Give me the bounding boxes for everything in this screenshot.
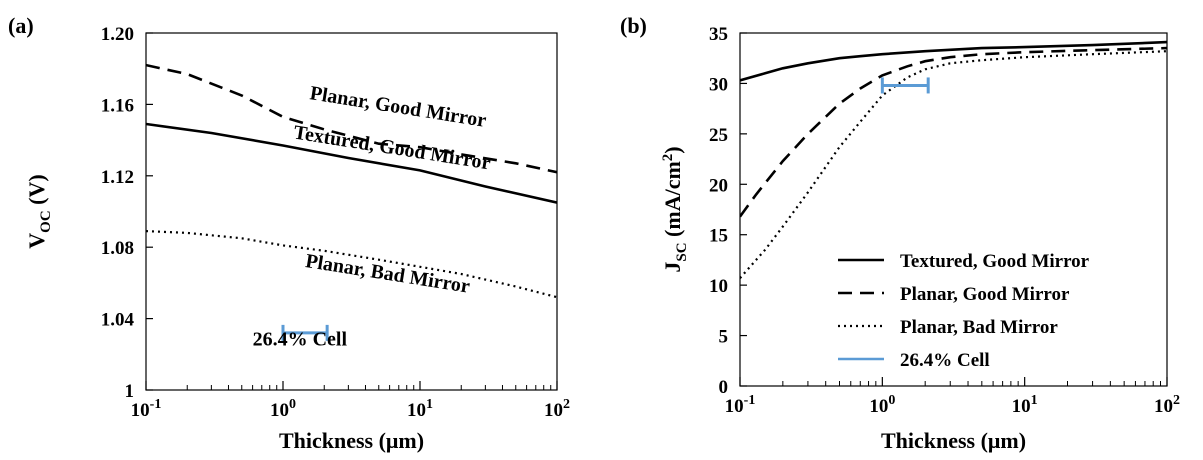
- x-tick-label: 10-1: [131, 397, 162, 421]
- curve-annotation: 26.4% Cell: [253, 328, 348, 350]
- y-tick-label: 25: [709, 125, 728, 146]
- y-tick-label: 1.16: [101, 95, 134, 116]
- series-line-planar-good-mirror: [740, 46, 1167, 218]
- plot-frame: [739, 32, 1168, 387]
- chart-panel-b: (b) 10-1 100 101 102 0 5 10 15 20 25 30 35 Thickness …: [620, 13, 1180, 453]
- series-line-textured-good-mirror: [146, 122, 557, 204]
- y-tick-label: 1.04: [101, 310, 135, 331]
- y-tick-label: 1.20: [101, 24, 134, 45]
- y-tick-label: 1: [125, 381, 135, 402]
- x-tick-label: 101: [407, 397, 433, 421]
- legend-label: Textured, Good Mirror: [900, 251, 1090, 272]
- curve-annotation: Planar, Good Mirror: [308, 82, 488, 132]
- y-tick-label: 5: [719, 327, 729, 348]
- y-tick-label: 30: [709, 74, 728, 95]
- series-line-planar-bad-mirror: [740, 50, 1167, 279]
- x-axis-label: Thickness (μm): [881, 428, 1026, 453]
- cell-range-marker: [281, 324, 329, 341]
- x-tick-label: 100: [869, 393, 895, 417]
- series-line-planar-good-mirror: [146, 63, 557, 174]
- legend-label: Planar, Bad Mirror: [900, 317, 1058, 338]
- y-tick-label: 20: [709, 175, 728, 196]
- y-axis-label: JSC (mA/cm2): [660, 146, 690, 272]
- panel-label: (b): [620, 13, 647, 38]
- y-tick-label: 1.08: [101, 238, 134, 259]
- x-tick-label: 10-1: [725, 393, 756, 417]
- x-tick-label: 102: [544, 397, 570, 421]
- plot-frame: [145, 32, 558, 391]
- y-tick-label: 0: [719, 377, 729, 398]
- y-tick-label: 10: [709, 276, 728, 297]
- legend-label: 26.4% Cell: [900, 350, 990, 371]
- y-tick-label: 1.12: [101, 167, 134, 188]
- x-tick-label: 100: [270, 397, 296, 421]
- chart-panel-a: (a) 10-1 100 101 102 1 1.04 1.08 1.12 1.16 1.20 Thi…: [8, 13, 570, 453]
- legend-label: Planar, Good Mirror: [900, 284, 1070, 305]
- legend: Textured, Good Mirror Planar, Good Mirror…: [838, 251, 1090, 371]
- series-line-textured-good-mirror: [740, 40, 1167, 82]
- x-tick-label: 102: [1154, 393, 1180, 417]
- curve-annotation: Planar, Bad Mirror: [304, 250, 472, 298]
- cell-range-marker: [880, 77, 930, 94]
- y-tick-label: 15: [709, 226, 728, 247]
- x-axis-label: Thickness (μm): [279, 428, 424, 453]
- y-tick-label: 35: [709, 24, 728, 45]
- x-tick-label: 101: [1012, 393, 1038, 417]
- panel-label: (a): [8, 13, 34, 38]
- y-axis-label: VOC (V): [24, 174, 54, 248]
